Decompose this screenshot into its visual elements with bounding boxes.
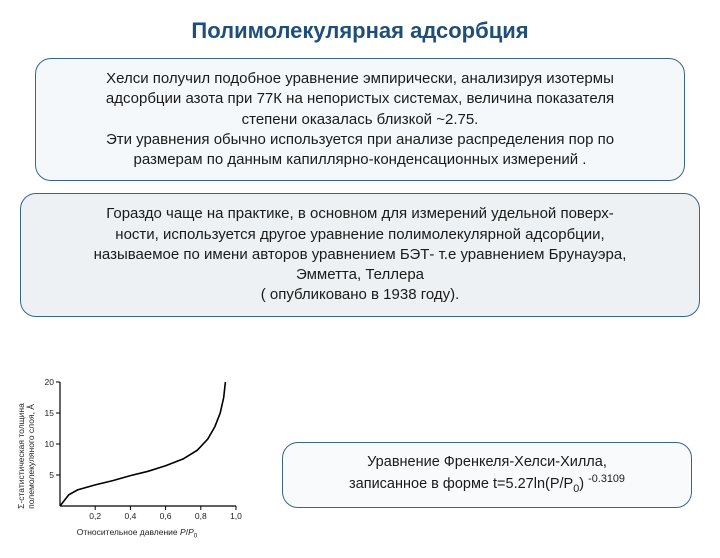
svg-text:1,0: 1,0 xyxy=(230,511,242,521)
box2-line4: Эмметта, Теллера xyxy=(296,266,424,283)
svg-text:0,6: 0,6 xyxy=(160,511,172,521)
chart-y-axis-label: Σ-статистическая толщина полемолекуляног… xyxy=(16,403,36,509)
box2-line1: Гораздо чаще на практике, в основном для… xyxy=(106,205,614,222)
chart-x-axis-label: Относительное давление P/P0 xyxy=(77,527,198,540)
box3-line2: записанное в форме t=5.27ln(P/P0) -0.310… xyxy=(349,476,625,492)
box1-line4: Эти уравнения обычно используется при ан… xyxy=(106,131,614,148)
box2-line5: ( опубликовано в 1938 году). xyxy=(261,286,460,303)
box3-line1: Уравнение Френкеля-Хелси-Хилла, xyxy=(367,454,607,470)
svg-text:10: 10 xyxy=(45,439,55,449)
chart-svg: 0,2 0,4 0,6 0,8 1,0 5 10 15 20 xyxy=(32,376,242,526)
box1-line1: Хелси получил подобное уравнение эмпирич… xyxy=(106,70,614,87)
svg-text:0,8: 0,8 xyxy=(195,511,207,521)
adsorption-chart: Σ-статистическая толщина полемолекуляног… xyxy=(32,376,242,536)
info-box-helsi: Хелси получил подобное уравнение эмпирич… xyxy=(35,58,685,181)
box1-line2: адсорбции азота при 77К на непористых си… xyxy=(106,90,614,107)
svg-text:20: 20 xyxy=(45,377,55,387)
box2-line2: ности, используется другое уравнение пол… xyxy=(115,226,604,243)
box1-line3: степени оказалась близкой ~2.75. xyxy=(242,111,479,128)
svg-text:0,4: 0,4 xyxy=(124,511,136,521)
svg-text:5: 5 xyxy=(49,470,54,480)
info-box-bet: Гораздо чаще на практике, в основном для… xyxy=(20,193,700,316)
equation-box-fhh: Уравнение Френкеля-Хелси-Хилла, записанн… xyxy=(282,442,692,508)
page-title: Полимолекулярная адсорбция xyxy=(0,18,720,44)
svg-text:15: 15 xyxy=(45,408,55,418)
box1-line5: размерам по данным капиллярно-конденсаци… xyxy=(134,151,587,168)
box2-line3: называемое по имени авторов уравнением Б… xyxy=(94,246,627,263)
svg-text:0,2: 0,2 xyxy=(89,511,101,521)
